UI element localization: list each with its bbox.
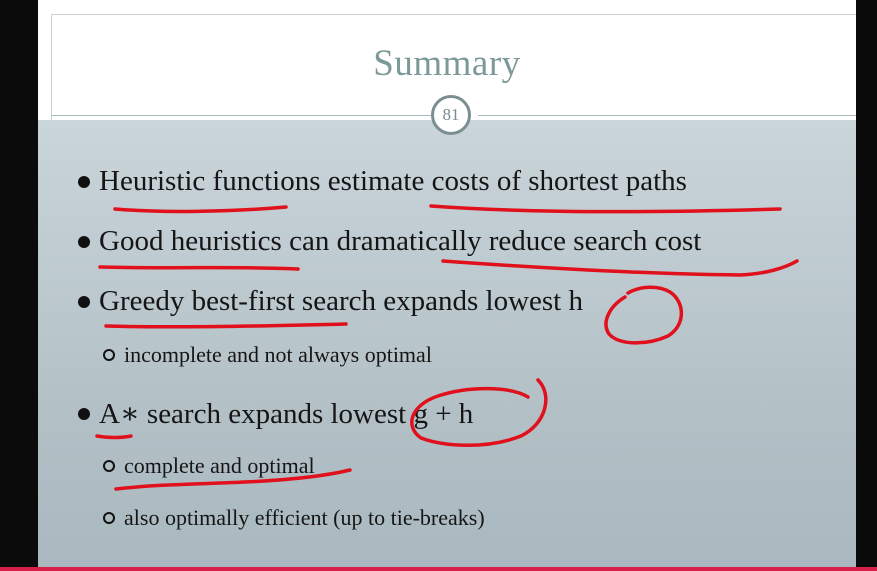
sub-bullet-item: complete and optimal: [103, 453, 315, 479]
bullet-item: Heuristic functions estimate costs of sh…: [78, 165, 687, 198]
bullet-item: Good heuristics can dramatically reduce …: [78, 225, 701, 258]
left-black-bar: [0, 0, 38, 571]
slide-title: Summary: [373, 43, 521, 84]
bullet-icon: [78, 235, 90, 248]
sub-bullet-text: also optimally efficient (up to tie-brea…: [124, 505, 485, 530]
bullet-text: Heuristic functions estimate costs of sh…: [99, 165, 687, 197]
title-rule-left: [51, 115, 431, 116]
bullet-text: Greedy best-first search expands lowest …: [99, 285, 583, 317]
sub-bullet-icon: [103, 512, 115, 524]
sub-bullet-text: incomplete and not always optimal: [124, 342, 432, 367]
sub-bullet-text: complete and optimal: [124, 453, 315, 478]
title-rule-right: [478, 115, 856, 116]
slide-number-badge: 81: [431, 95, 471, 135]
header-frame: [51, 14, 856, 120]
bullet-icon: [78, 295, 90, 308]
slide: Summary 81 Heuristic functions estimate …: [38, 0, 856, 571]
bullet-item: A∗ search expands lowest g + h: [78, 396, 473, 431]
bullet-icon: [78, 407, 90, 420]
sub-bullet-item: also optimally efficient (up to tie-brea…: [103, 505, 485, 531]
bullet-item: Greedy best-first search expands lowest …: [78, 285, 583, 318]
slide-number: 81: [442, 105, 460, 124]
sub-bullet-icon: [103, 349, 115, 361]
bullet-text: Good heuristics can dramatically reduce …: [99, 225, 702, 257]
bullet-icon: [78, 175, 90, 188]
bullet-text: A∗ search expands lowest g + h: [99, 398, 474, 430]
video-progress-bar[interactable]: [0, 567, 877, 571]
sub-bullet-icon: [103, 460, 115, 472]
sub-bullet-item: incomplete and not always optimal: [103, 342, 432, 368]
